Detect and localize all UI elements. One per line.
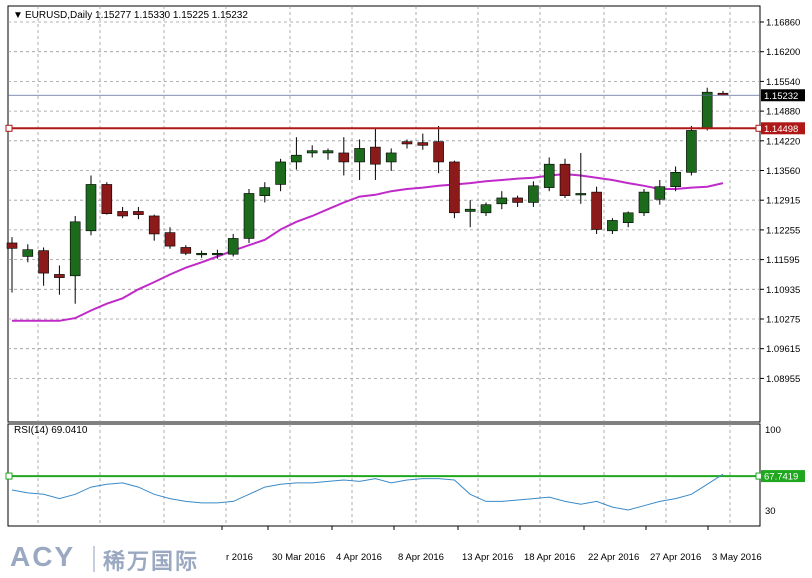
brand-logo: ACY <box>10 541 76 572</box>
candle-bull <box>654 186 666 200</box>
rsi-anchor-left <box>5 472 13 480</box>
logo-divider <box>93 546 95 572</box>
candle-bear <box>101 184 113 214</box>
candle-bull <box>259 187 271 197</box>
candle-bear <box>559 163 571 196</box>
candle-bull <box>543 163 555 188</box>
candle-bull <box>496 197 508 205</box>
candle-bull <box>354 148 365 163</box>
ma-line <box>12 173 724 322</box>
candle-bull <box>85 184 97 232</box>
candle-bear <box>417 142 429 146</box>
candle-bear <box>370 146 381 165</box>
candle-bull <box>227 238 239 255</box>
candle-bear <box>449 161 460 214</box>
rsi-line <box>11 473 724 511</box>
candle-bull <box>196 253 207 256</box>
candle-bull <box>607 220 618 232</box>
y-tick-label: 1.15540 <box>766 77 800 88</box>
candle-bull <box>638 191 650 214</box>
candle-bull <box>69 221 81 277</box>
moving-average <box>12 173 724 322</box>
level-anchor-left <box>5 124 13 132</box>
watermark-background <box>0 540 226 578</box>
rsi-level-tag-bg <box>761 470 805 483</box>
candle-bull <box>670 172 681 188</box>
y-tick-label: 1.13560 <box>766 166 800 177</box>
rsi-scale-top: 100 <box>765 425 781 436</box>
x-tick-label: 3 May 2016 <box>712 552 762 563</box>
candle-bull <box>701 91 713 129</box>
current-price-tag-bg <box>761 89 805 102</box>
price-axis: 1.16860 1.16200 1.15540 1.14880 1.14220 1.135… <box>760 18 800 385</box>
x-tick-label: 8 Apr 2016 <box>398 552 444 563</box>
candle-bull <box>291 154 302 163</box>
x-tick-label: 18 Apr 2016 <box>524 552 575 563</box>
price-panel-frame <box>7 5 761 423</box>
candle-bear <box>54 274 65 278</box>
level-tag: 1.14498 <box>764 124 798 135</box>
rsi-level-tag: 67.7419 <box>764 472 798 483</box>
candle-bear <box>6 242 18 249</box>
candle-bull <box>22 249 34 257</box>
rsi-panel: 67.7419 <box>5 470 805 511</box>
rsi-scale-bottom: 30 <box>765 506 776 517</box>
candle-bear <box>338 152 350 163</box>
y-tick-label: 1.10275 <box>766 315 800 326</box>
candle-bull <box>243 193 255 239</box>
horizontal-lines: 1.15232 1.14498 <box>5 89 805 135</box>
candle-bear <box>433 141 444 163</box>
y-tick-label: 1.12255 <box>766 225 800 236</box>
current-price-tag: 1.15232 <box>764 91 798 102</box>
y-tick-label: 1.10935 <box>766 285 800 296</box>
candle-bear <box>164 232 176 247</box>
x-tick-label: 30 Mar 2016 <box>272 552 325 563</box>
candle-bear <box>401 141 413 145</box>
y-tick-label: 1.12915 <box>766 196 800 207</box>
chart-title: EURUSD,Daily 1.15277 1.15330 1.15225 1.1… <box>25 10 248 21</box>
candle-bull <box>212 253 223 256</box>
y-tick-label: 1.16860 <box>766 18 800 29</box>
header-arrow[interactable]: ▼ <box>13 10 23 21</box>
y-tick-label: 1.14220 <box>766 136 800 147</box>
y-tick-label: 1.16200 <box>766 47 800 58</box>
candle-bull <box>686 130 697 173</box>
candle-bull <box>480 204 492 214</box>
y-tick-label: 1.11595 <box>766 255 800 266</box>
x-tick-label: r 2016 <box>226 552 253 563</box>
brand-logo-chinese: 稀万国际 <box>103 550 200 575</box>
candle-bear <box>148 215 160 235</box>
candle-bear <box>180 247 192 254</box>
candle-bear <box>591 191 602 230</box>
candle-bull <box>275 161 286 185</box>
candle-bear <box>512 197 523 203</box>
candle-bear <box>38 250 49 274</box>
candle-bull <box>306 150 318 154</box>
candle-bear <box>117 211 128 217</box>
candle-bull <box>528 185 539 203</box>
x-tick-label: 13 Apr 2016 <box>462 552 513 563</box>
candle-bull <box>575 193 587 196</box>
x-tick-label: 22 Apr 2016 <box>588 552 639 563</box>
candles <box>6 87 729 304</box>
x-tick-label: 4 Apr 2016 <box>336 552 382 563</box>
candle-bull <box>622 212 634 224</box>
candle-bear <box>133 211 144 215</box>
y-tick-label: 1.09615 <box>766 344 800 355</box>
candle-bull <box>464 208 476 212</box>
time-axis: r 2016 30 Mar 2016 4 Apr 2016 8 Apr 2016 13 … <box>221 526 762 563</box>
level-tag-bg <box>761 122 805 135</box>
x-tick-label: 27 Apr 2016 <box>650 552 701 563</box>
rsi-label: RSI(14) 69.0410 <box>14 425 88 436</box>
y-tick-label: 1.14880 <box>766 107 800 118</box>
candle-bull <box>322 150 334 154</box>
y-tick-label: 1.08955 <box>766 374 800 385</box>
candle-bull <box>385 152 397 163</box>
